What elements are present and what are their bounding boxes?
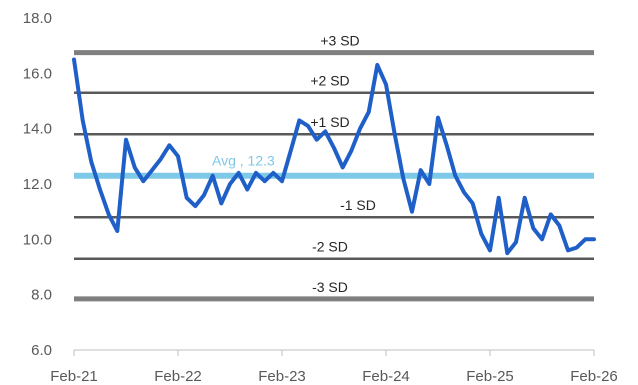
- x-tick-label: Feb-26: [570, 368, 618, 385]
- data-point: [332, 146, 336, 150]
- data-point: [349, 149, 353, 153]
- data-point: [72, 58, 76, 61]
- data-point: [263, 179, 267, 183]
- data-point: [211, 174, 215, 178]
- data-point: [89, 160, 93, 164]
- data-point: [176, 154, 180, 158]
- x-tick-label: Feb-24: [362, 368, 410, 385]
- data-point: [289, 149, 293, 153]
- data-point: [107, 212, 111, 216]
- data-point: [133, 165, 137, 169]
- data-point: [540, 237, 544, 241]
- data-point: [254, 171, 258, 175]
- ref-label-minus3sd: -3 SD: [312, 279, 348, 295]
- data-point: [115, 229, 119, 233]
- x-tick-label: Feb-25: [466, 368, 514, 385]
- data-point: [523, 196, 527, 200]
- data-point: [306, 124, 310, 128]
- data-point: [410, 210, 414, 214]
- data-point: [427, 182, 431, 186]
- reference-lines: [74, 50, 594, 302]
- data-point: [575, 246, 579, 250]
- y-tick-label: 6.0: [31, 342, 52, 359]
- data-point: [98, 188, 102, 192]
- y-tick-label: 14.0: [23, 121, 52, 138]
- data-point: [124, 138, 128, 142]
- data-point: [401, 176, 405, 180]
- x-tick-label: Feb-22: [154, 368, 202, 385]
- data-point: [245, 188, 249, 192]
- data-point: [384, 82, 388, 86]
- data-point: [514, 240, 518, 244]
- data-point: [185, 196, 189, 200]
- y-tick-label: 8.0: [31, 287, 52, 304]
- data-point: [167, 143, 171, 147]
- data-point: [280, 179, 284, 183]
- data-point: [557, 224, 561, 227]
- data-point: [445, 143, 449, 147]
- ref-label-plus3sd: +3 SD: [320, 33, 359, 49]
- data-point: [419, 168, 423, 172]
- series-layer: [72, 57, 596, 256]
- data-point: [219, 201, 223, 205]
- data-point: [566, 248, 570, 252]
- ref-label-plus2sd: +2 SD: [310, 73, 349, 89]
- x-tick-label: Feb-23: [258, 368, 306, 385]
- data-point: [237, 171, 241, 175]
- reference-labels: +3 SD +2 SD +1 SD Avg , 12.3 -1 SD -2 SD -3 SD: [212, 33, 376, 295]
- data-point: [462, 190, 466, 194]
- data-point: [202, 193, 206, 197]
- data-point: [297, 118, 301, 122]
- data-point: [471, 201, 475, 205]
- ref-label-minus1sd: -1 SD: [340, 197, 376, 213]
- data-point: [549, 212, 553, 216]
- data-point: [81, 118, 85, 122]
- y-axis: 6.0 8.0 10.0 12.0 14.0 16.0 18.0: [23, 10, 52, 359]
- y-tick-label: 16.0: [23, 65, 52, 82]
- data-point: [341, 165, 345, 169]
- data-point: [488, 248, 492, 252]
- data-point: [358, 127, 362, 131]
- data-point: [479, 232, 483, 236]
- data-point: [505, 251, 509, 255]
- y-tick-label: 18.0: [23, 10, 52, 27]
- data-point: [159, 157, 163, 161]
- y-tick-label: 10.0: [23, 231, 52, 248]
- data-point: [141, 179, 145, 183]
- data-point: [271, 171, 275, 175]
- data-point: [583, 237, 587, 241]
- ref-label-avg123: Avg , 12.3: [212, 153, 275, 169]
- data-point: [193, 204, 197, 208]
- data-point: [436, 116, 440, 120]
- data-point: [150, 168, 154, 172]
- data-point: [453, 174, 457, 178]
- data-point: [531, 226, 535, 230]
- data-point: [323, 129, 327, 133]
- ref-label-minus2sd: -2 SD: [312, 239, 348, 255]
- data-point: [228, 182, 232, 186]
- x-tick-label: Feb-21: [50, 368, 98, 385]
- x-axis: Feb-21 Feb-22 Feb-23 Feb-24 Feb-25 Feb-26: [50, 349, 618, 385]
- data-point: [592, 237, 596, 241]
- data-point: [315, 138, 319, 142]
- data-point: [393, 132, 397, 136]
- data-point: [367, 110, 371, 114]
- ref-label-plus1sd: +1 SD: [310, 114, 349, 130]
- data-point: [497, 196, 501, 200]
- data-point: [375, 63, 379, 67]
- y-tick-label: 12.0: [23, 176, 52, 193]
